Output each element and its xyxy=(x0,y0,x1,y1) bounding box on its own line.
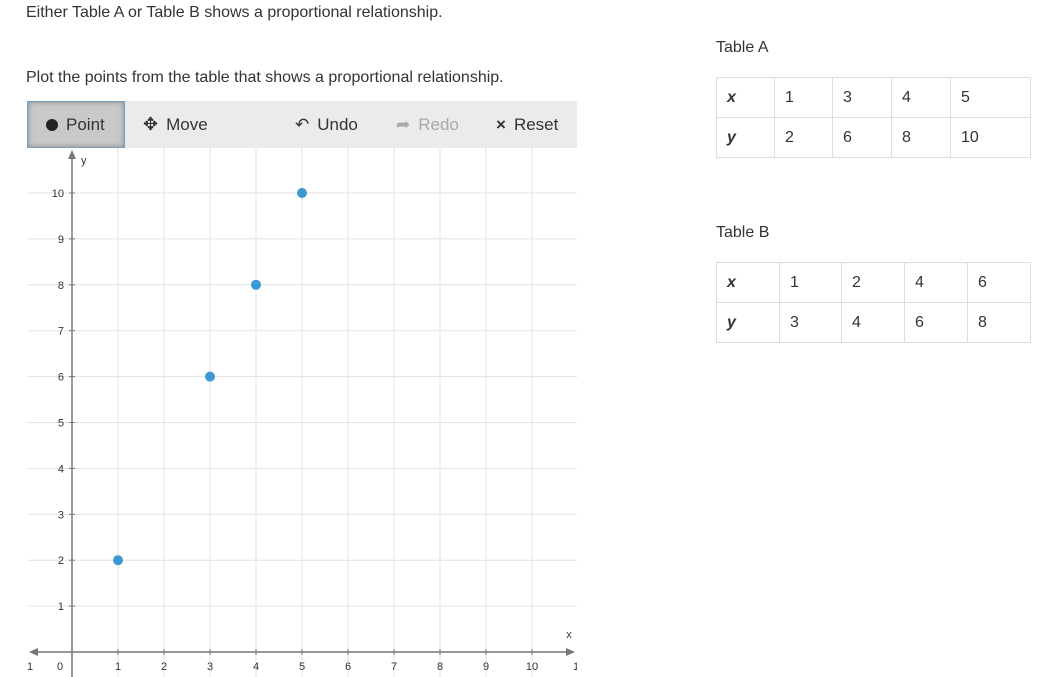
undo-icon: ↶ xyxy=(295,114,310,134)
y-tick-label: 4 xyxy=(58,463,64,475)
x-tick-label: 1 xyxy=(27,661,33,673)
table-cell: 3 xyxy=(779,302,842,343)
table-cell: 5 xyxy=(950,77,1031,118)
reset-button[interactable]: × Reset xyxy=(496,101,558,148)
undo-button[interactable]: ↶ Undo xyxy=(295,101,358,148)
table-cell: 6 xyxy=(967,262,1031,303)
x-tick-label: 5 xyxy=(299,661,305,673)
table-row: y 2 6 8 10 xyxy=(716,117,1031,158)
x-axis-label: x xyxy=(566,629,572,641)
y-tick-label: 5 xyxy=(58,418,64,430)
table-cell: 4 xyxy=(841,302,905,343)
table-cell: 2 xyxy=(774,117,833,158)
table-cell: 1 xyxy=(779,262,842,303)
table-cell: 6 xyxy=(904,302,968,343)
x-axis-left-arrow xyxy=(29,648,38,656)
y-tick-label: 1 xyxy=(58,601,64,613)
redo-icon: ➦ xyxy=(396,114,411,134)
y-tick-label: 6 xyxy=(58,372,64,384)
table-cell: 10 xyxy=(950,117,1031,158)
redo-button[interactable]: ➦ Redo xyxy=(396,101,459,148)
table-a: x 1 3 4 5 y 2 6 8 10 xyxy=(716,77,1031,158)
x-tick-label: 0 xyxy=(57,661,63,673)
y-axis-label: y xyxy=(81,155,87,167)
x-tick-label: 10 xyxy=(526,661,538,673)
y-tick-label: 3 xyxy=(58,509,64,521)
plotted-point[interactable] xyxy=(113,555,123,566)
dot-icon xyxy=(46,118,58,131)
row-header: y xyxy=(716,302,780,343)
y-tick-label: 9 xyxy=(58,234,64,246)
table-cell: 8 xyxy=(891,117,951,158)
move-tool-button[interactable]: ✥ Move xyxy=(143,101,208,148)
table-b-title: Table B xyxy=(716,224,770,241)
move-arrows-icon: ✥ xyxy=(143,114,159,134)
row-header: x xyxy=(716,77,775,118)
x-tick-label: 1 xyxy=(573,661,577,673)
x-tick-label: 1 xyxy=(115,661,121,673)
redo-label: Redo xyxy=(418,114,459,134)
table-cell: 3 xyxy=(832,77,892,118)
row-header: x xyxy=(716,262,780,303)
x-tick-label: 8 xyxy=(437,661,443,673)
plotted-point[interactable] xyxy=(297,188,307,198)
plotted-point[interactable] xyxy=(205,371,215,382)
close-icon: × xyxy=(496,114,506,134)
x-tick-label: 7 xyxy=(391,661,397,673)
y-tick-label: 7 xyxy=(58,326,64,338)
x-tick-label: 9 xyxy=(483,661,489,673)
table-cell: 4 xyxy=(891,77,951,118)
prompt-text: Either Table A or Table B shows a propor… xyxy=(26,4,443,21)
table-cell: 2 xyxy=(841,262,905,303)
point-label: Point xyxy=(66,114,105,134)
row-header: y xyxy=(716,117,775,158)
undo-label: Undo xyxy=(317,114,358,134)
instruction-text: Plot the points from the table that show… xyxy=(26,69,504,86)
table-cell: 4 xyxy=(904,262,968,303)
table-cell: 8 xyxy=(967,302,1031,343)
y-tick-label: 2 xyxy=(58,555,64,567)
graph-toolbar: Point ✥ Move ↶ Undo ➦ Redo × Reset xyxy=(27,101,577,148)
x-tick-label: 3 xyxy=(207,661,213,673)
table-a-title: Table A xyxy=(716,39,769,56)
x-axis-right-arrow xyxy=(566,648,575,656)
y-axis-arrow xyxy=(68,150,76,159)
move-label: Move xyxy=(166,114,208,134)
plotted-point[interactable] xyxy=(251,279,261,290)
x-tick-label: 2 xyxy=(161,661,167,673)
x-tick-label: 4 xyxy=(253,661,259,673)
table-cell: 6 xyxy=(832,117,892,158)
y-tick-label: 10 xyxy=(52,188,64,200)
y-tick-label: 8 xyxy=(58,280,64,292)
x-tick-label: 6 xyxy=(345,661,351,673)
table-cell: 1 xyxy=(774,77,833,118)
reset-label: Reset xyxy=(513,114,559,134)
point-tool-button[interactable]: Point xyxy=(27,101,125,148)
